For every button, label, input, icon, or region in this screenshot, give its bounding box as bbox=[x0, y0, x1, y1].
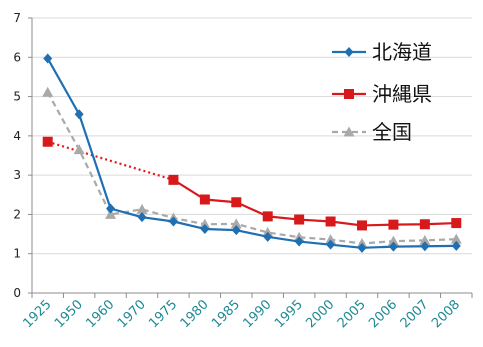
legend-swatch-marker bbox=[343, 126, 355, 137]
axes bbox=[28, 17, 473, 298]
data-point bbox=[136, 203, 148, 214]
data-point bbox=[137, 212, 147, 223]
data-point bbox=[294, 236, 304, 247]
y-tick-label: 5 bbox=[13, 90, 21, 104]
data-point bbox=[42, 86, 54, 97]
y-tick-labels: 0 1 2 3 4 5 6 7 bbox=[13, 11, 21, 300]
data-point bbox=[419, 219, 430, 230]
y-tick-label: 4 bbox=[13, 129, 21, 143]
data-point bbox=[451, 218, 462, 229]
y-tick-label: 1 bbox=[13, 247, 21, 261]
data-point bbox=[387, 235, 399, 246]
series-connector-line bbox=[47, 140, 174, 181]
data-point bbox=[105, 208, 117, 219]
data-point bbox=[168, 216, 178, 227]
x-tick-label: 2007 bbox=[398, 297, 432, 331]
data-point bbox=[325, 216, 336, 227]
legend-label: 沖縄県 bbox=[372, 82, 432, 106]
data-point bbox=[200, 223, 210, 234]
data-point bbox=[262, 211, 273, 222]
legend-label: 北海道 bbox=[372, 40, 432, 64]
x-tick-label: 2006 bbox=[366, 297, 400, 331]
x-tick-label: 1925 bbox=[21, 297, 55, 331]
x-tick-label: 1995 bbox=[272, 297, 306, 331]
data-point bbox=[42, 136, 53, 147]
x-tick-labels: 1925195019601970197519801985199019952000… bbox=[21, 297, 464, 331]
y-tick-label: 6 bbox=[13, 50, 21, 64]
data-point bbox=[73, 144, 85, 155]
series-line bbox=[46, 57, 457, 249]
gridlines bbox=[32, 17, 472, 255]
x-tick-label: 2005 bbox=[335, 297, 369, 331]
x-tick-label: 1960 bbox=[83, 297, 117, 331]
data-point bbox=[230, 218, 242, 229]
data-point bbox=[388, 219, 399, 230]
legend-label: 全国 bbox=[372, 120, 412, 144]
x-tick-label: 1950 bbox=[52, 297, 86, 331]
data-point bbox=[74, 109, 84, 120]
data-point bbox=[325, 234, 337, 245]
data-point bbox=[357, 242, 367, 253]
y-tick-label: 7 bbox=[13, 11, 21, 25]
legend-item-全国: 全国 bbox=[332, 120, 412, 144]
series-line bbox=[46, 91, 457, 245]
data-point bbox=[357, 220, 367, 231]
x-tick-label: 1980 bbox=[178, 297, 212, 331]
data-point bbox=[199, 218, 211, 229]
legend-item-沖縄県: 沖縄県 bbox=[332, 82, 432, 106]
data-point bbox=[106, 203, 116, 214]
data-point bbox=[326, 239, 336, 250]
data-point bbox=[263, 231, 273, 242]
data-point bbox=[168, 174, 179, 185]
data-point bbox=[419, 234, 431, 245]
series-北海道 bbox=[43, 53, 461, 253]
legend-item-北海道: 北海道 bbox=[332, 40, 432, 64]
x-tick-label: 1975 bbox=[146, 297, 180, 331]
data-point bbox=[231, 197, 242, 208]
x-tick-label: 1990 bbox=[241, 297, 275, 331]
data-point bbox=[231, 225, 241, 236]
data-point bbox=[43, 53, 53, 64]
x-tick-label: 2000 bbox=[303, 297, 337, 331]
legend-swatch-marker bbox=[344, 89, 354, 99]
data-point bbox=[420, 241, 430, 252]
data-point bbox=[388, 241, 398, 252]
data-point bbox=[294, 214, 305, 225]
data-point bbox=[451, 240, 461, 251]
data-point bbox=[450, 233, 462, 244]
y-tick-label: 3 bbox=[13, 168, 21, 182]
x-tick-label: 1985 bbox=[209, 297, 243, 331]
series-沖縄県 bbox=[42, 136, 462, 231]
series-line bbox=[172, 178, 457, 227]
series-layer bbox=[42, 53, 462, 253]
y-tick-label: 2 bbox=[13, 207, 21, 221]
x-tick-label: 2008 bbox=[429, 297, 463, 331]
data-point bbox=[199, 194, 210, 205]
legend-swatch-marker bbox=[344, 47, 354, 57]
x-tick-label: 1970 bbox=[115, 297, 149, 331]
y-tick-label: 0 bbox=[13, 286, 21, 300]
